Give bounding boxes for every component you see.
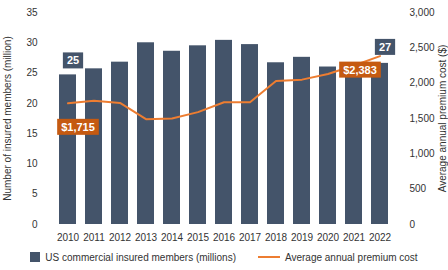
svg-text:5: 5 <box>32 188 38 199</box>
svg-text:2022: 2022 <box>369 232 392 243</box>
svg-text:25: 25 <box>26 67 38 78</box>
svg-text:10: 10 <box>26 158 38 169</box>
svg-text:2015: 2015 <box>187 232 210 243</box>
svg-text:2013: 2013 <box>135 232 158 243</box>
svg-text:$1,715: $1,715 <box>61 121 95 133</box>
svg-text:500: 500 <box>410 183 427 194</box>
svg-text:2019: 2019 <box>291 232 314 243</box>
svg-text:0: 0 <box>410 219 416 230</box>
svg-text:2012: 2012 <box>109 232 132 243</box>
svg-text:2,000: 2,000 <box>410 77 435 88</box>
svg-text:25: 25 <box>67 54 79 66</box>
svg-text:Average annual premium cost ($: Average annual premium cost ($) <box>437 45 448 193</box>
svg-text:2011: 2011 <box>83 232 105 243</box>
svg-text:$2,383: $2,383 <box>343 64 377 76</box>
svg-text:2014: 2014 <box>161 232 184 243</box>
svg-text:3,000: 3,000 <box>410 7 435 18</box>
svg-text:0: 0 <box>32 219 38 230</box>
svg-text:27: 27 <box>379 41 391 53</box>
svg-text:1,000: 1,000 <box>410 148 435 159</box>
svg-text:2016: 2016 <box>213 232 236 243</box>
svg-text:1,500: 1,500 <box>410 113 435 124</box>
html-text:US commercial insured members: US commercial insured members (millions) <box>45 251 236 263</box>
html-text:Average annual premium cost: Average annual premium cost <box>285 251 418 263</box>
svg-text:2010: 2010 <box>57 232 80 243</box>
svg-text:30: 30 <box>26 37 38 48</box>
svg-text:20: 20 <box>26 98 38 109</box>
svg-text:Number of insured members (mil: Number of insured members (million) <box>2 36 13 201</box>
svg-text:2,500: 2,500 <box>410 42 435 53</box>
svg-text:2017: 2017 <box>239 232 262 243</box>
svg-text:2018: 2018 <box>265 232 288 243</box>
svg-text:15: 15 <box>26 128 38 139</box>
svg-text:2020: 2020 <box>317 232 340 243</box>
svg-text:2021: 2021 <box>343 232 366 243</box>
svg-text:35: 35 <box>26 7 38 18</box>
